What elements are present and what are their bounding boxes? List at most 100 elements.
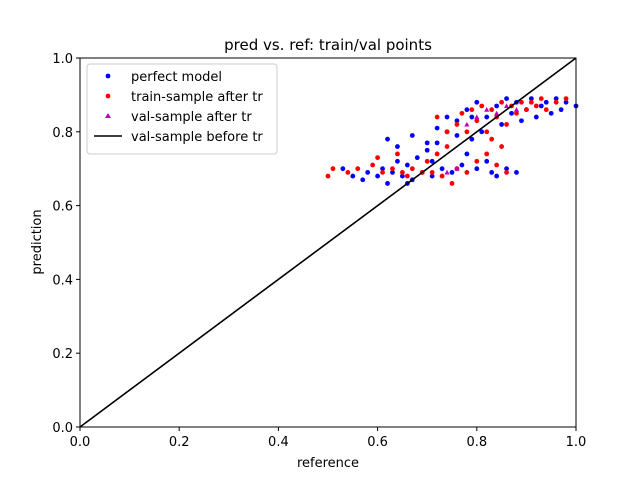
data-point [484,107,490,112]
data-point [499,144,504,149]
data-point [345,169,351,175]
data-point [434,151,440,157]
data-point [390,169,395,175]
data-point [563,96,569,101]
x-tick-label: 0.2 [169,435,190,450]
data-point [558,107,564,113]
data-point [489,107,495,113]
data-point [489,136,495,142]
data-point [494,162,500,168]
data-point [439,166,445,172]
data-point [494,173,500,179]
x-axis-title: reference [297,456,359,471]
data-point [553,96,559,101]
data-point [504,96,509,101]
data-point [514,110,519,116]
data-point [504,166,509,172]
data-point [459,110,465,116]
data-point [385,136,390,142]
y-tick-label: 0.4 [52,273,73,288]
data-point [355,166,361,172]
y-tick-label: 0.2 [52,347,73,362]
data-point [454,118,460,124]
data-point [454,133,460,138]
data-point [503,103,510,109]
legend-label: val-sample before tr [131,130,263,145]
data-point [543,107,549,113]
x-tick-label: 0.4 [268,435,289,450]
data-point [360,177,366,183]
data-point [395,158,400,164]
data-point [454,166,460,171]
data-point [464,169,470,175]
data-point [464,129,470,135]
data-point [474,118,480,124]
data-point [395,151,400,157]
data-point [390,166,395,172]
data-point [464,121,470,127]
data-point [538,96,544,101]
data-marks [79,57,579,428]
data-point [365,169,371,175]
data-point [489,169,495,175]
data-point [325,173,331,179]
data-point [514,169,519,175]
data-point [484,114,490,120]
data-point [385,181,390,186]
data-point [474,114,480,120]
legend-label: val-sample after tr [131,110,252,125]
data-point [484,151,490,157]
data-point [400,173,405,179]
data-point [479,103,485,109]
data-point [375,173,380,179]
data-point [429,169,435,175]
data-point [469,136,475,142]
x-tick-label: 0.0 [70,435,91,450]
data-point [563,99,569,105]
data-point [504,122,509,127]
chart-title: pred vs. ref: train/val points [224,36,432,54]
data-point [409,166,415,172]
data-point [429,158,435,164]
data-point [340,166,346,172]
x-tick-label: 0.6 [367,435,388,450]
data-point [449,181,455,186]
data-point [409,133,415,138]
data-point [474,166,480,172]
data-point [449,169,455,175]
data-point [464,107,470,113]
data-point [380,166,385,172]
legend-marker-swatch [105,93,111,99]
data-point [509,110,514,116]
y-axis: 0.0 0.2 0.4 0.6 0.8 1.0 [52,52,80,436]
legend-marker-swatch [105,73,111,79]
series-line [79,57,577,428]
data-point [524,107,529,113]
data-point [528,96,534,101]
data-point [543,99,549,105]
data-point [434,125,440,131]
data-point [434,140,440,146]
data-point [444,144,450,149]
data-point [464,151,470,157]
data-point [519,99,524,105]
x-tick-label: 0.8 [466,435,487,450]
data-point [350,173,356,179]
y-tick-label: 0.0 [52,421,73,436]
data-point [499,122,504,127]
data-point [414,155,420,161]
plot-frame [79,57,577,428]
data-point [424,147,430,153]
data-point [479,129,485,135]
data-point [494,110,500,116]
data-point [548,110,554,116]
data-point [439,173,445,179]
x-tick-label: 1.0 [566,435,587,450]
data-point [454,122,460,127]
data-point [380,169,385,175]
legend-box [86,63,278,155]
data-point [459,162,465,168]
data-point [528,99,534,105]
x-axis: 0.0 0.2 0.4 0.6 0.8 1.0 [70,427,587,450]
legend: perfect model train-sample after tr val-sa… [86,63,278,155]
